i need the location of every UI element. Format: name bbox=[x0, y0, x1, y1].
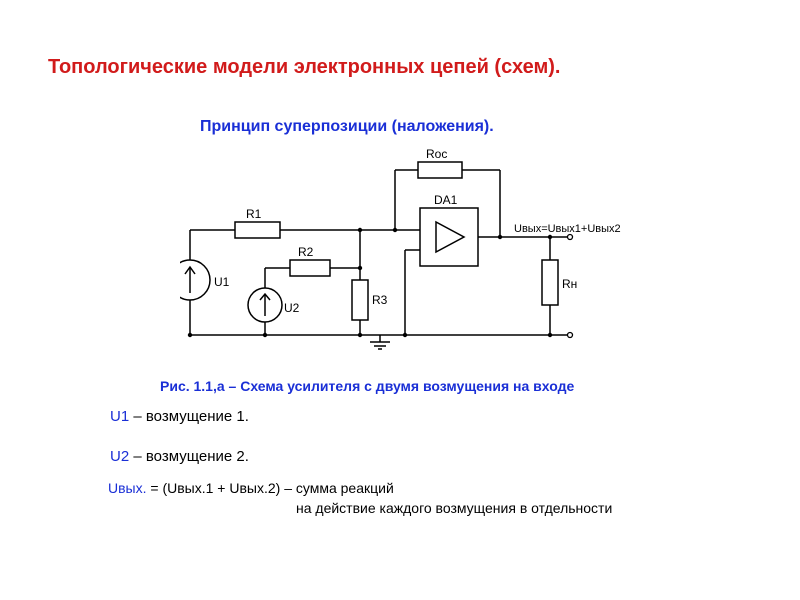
svg-text:U1: U1 bbox=[214, 275, 230, 289]
u2-rest: – возмущение 2. bbox=[129, 448, 249, 465]
svg-text:DA1: DA1 bbox=[434, 193, 458, 207]
u1-symbol: U1 bbox=[110, 408, 129, 425]
svg-text:Rн: Rн bbox=[562, 277, 577, 291]
figure-caption: Рис. 1.1,а – Схема усилителя с двумя воз… bbox=[160, 378, 574, 394]
svg-text:Uвых=Uвых1+Uвых2: Uвых=Uвых1+Uвых2 bbox=[514, 223, 621, 235]
u1-line: U1 – возмущение 1. bbox=[110, 408, 249, 425]
uout-eq: = (Uвых.1 + Uвых.2) bbox=[150, 480, 280, 496]
uout-symbol: Uвых. bbox=[108, 480, 147, 496]
svg-text:Roc: Roc bbox=[426, 147, 447, 161]
uout-line-b: на действие каждого возмущения в отдельн… bbox=[296, 500, 612, 516]
page-title: Топологические модели электронных цепей … bbox=[48, 56, 560, 79]
circuit-schematic: U1 R1 U2 R2 R3 bbox=[180, 140, 640, 350]
uout-line-a: Uвых. = (Uвых.1 + Uвых.2) – сумма реакци… bbox=[108, 480, 394, 496]
uout-rest: – сумма реакций bbox=[280, 480, 393, 496]
u1-rest: – возмущение 1. bbox=[129, 408, 249, 425]
u2-symbol: U2 bbox=[110, 448, 129, 465]
svg-text:R2: R2 bbox=[298, 245, 314, 259]
svg-text:R1: R1 bbox=[246, 207, 262, 221]
u2-line: U2 – возмущение 2. bbox=[110, 448, 249, 465]
subtitle: Принцип суперпозиции (наложения). bbox=[200, 118, 494, 136]
svg-text:R3: R3 bbox=[372, 293, 388, 307]
svg-text:U2: U2 bbox=[284, 301, 300, 315]
